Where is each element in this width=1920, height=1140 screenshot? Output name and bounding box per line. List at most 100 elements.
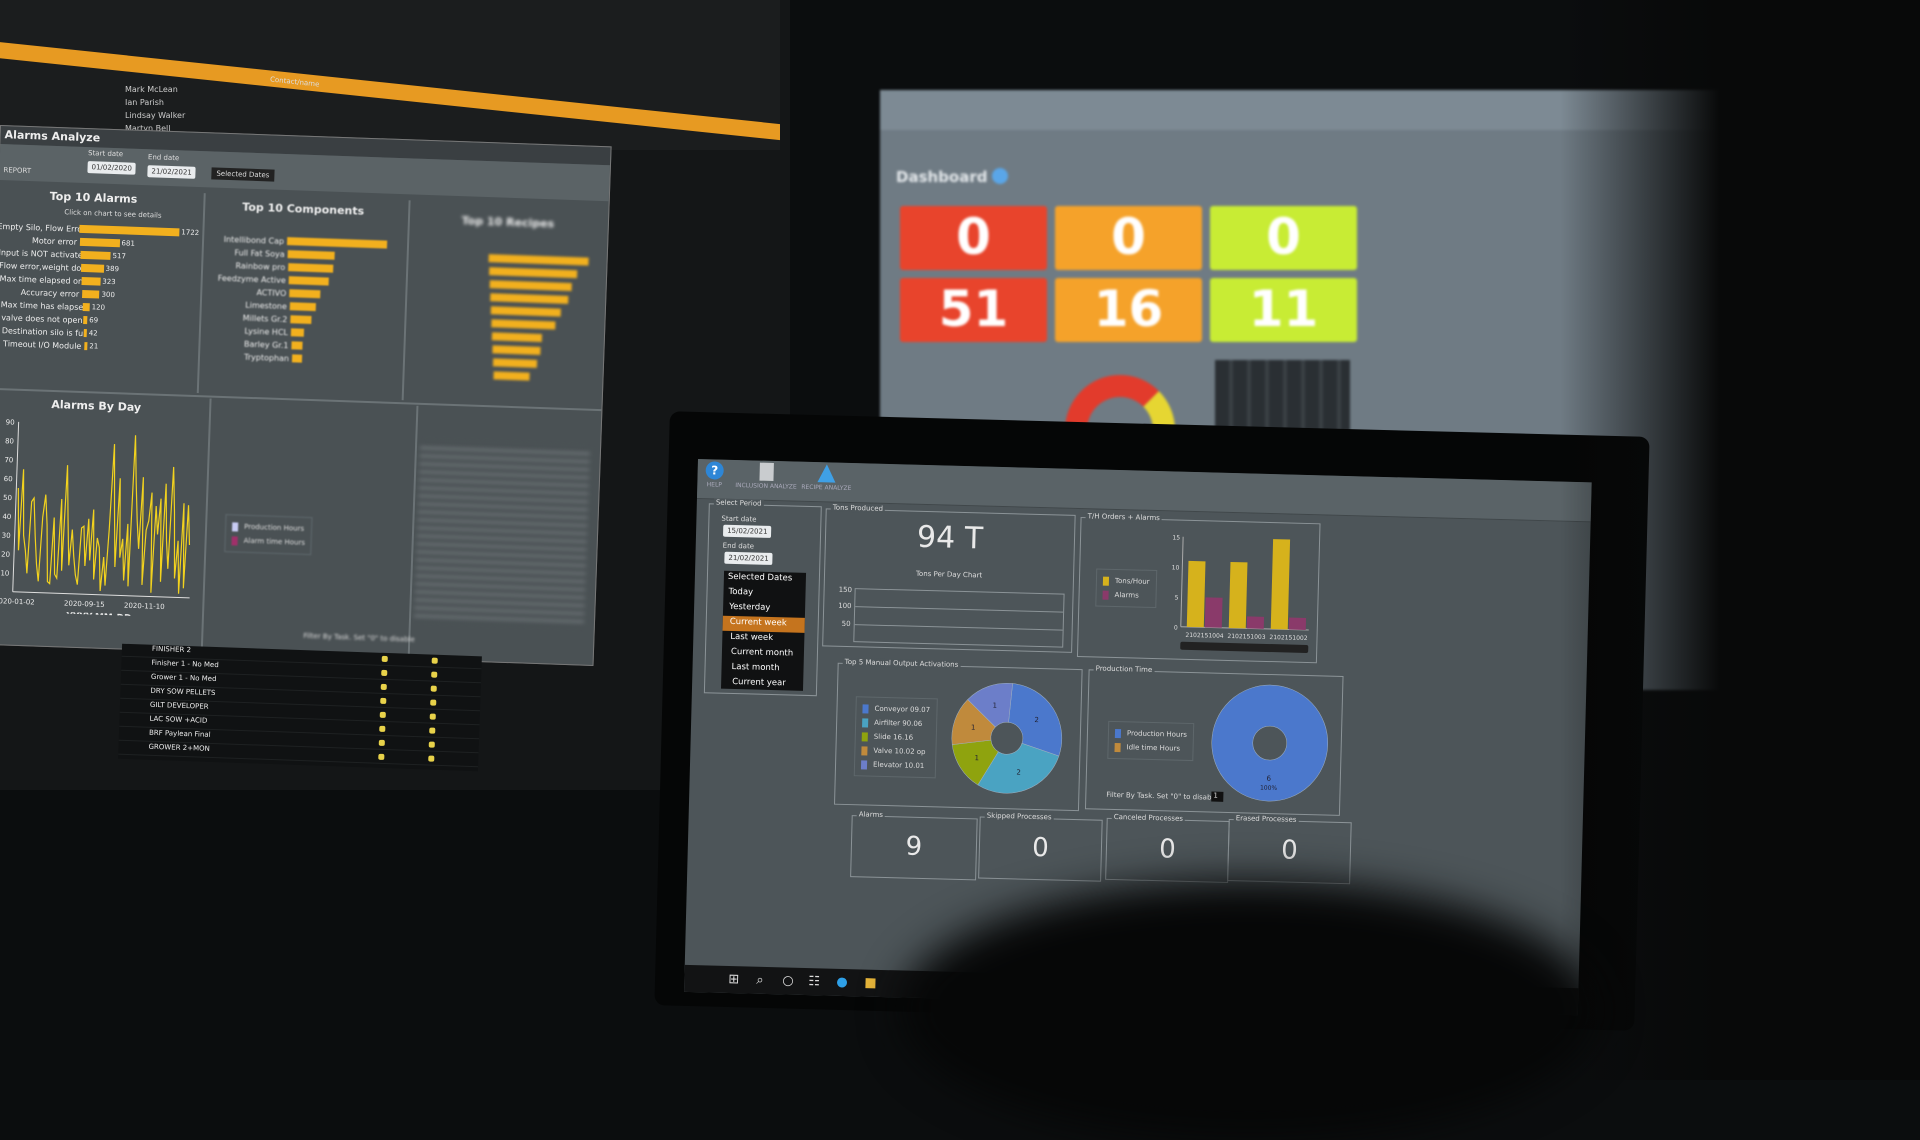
period-list[interactable]: Selected Dates Today Yesterday Current week… xyxy=(720,570,807,691)
bar-row[interactable]: Tryptophan xyxy=(210,350,303,363)
help-button[interactable]: ? HELP xyxy=(705,461,724,489)
start-icon[interactable]: ⊞ xyxy=(728,971,740,988)
bar-row[interactable]: Lysine HCL xyxy=(209,324,305,337)
bar-row[interactable] xyxy=(410,328,543,343)
donut-slice[interactable] xyxy=(977,742,1060,794)
top-recipes-chart[interactable] xyxy=(402,250,607,407)
bar[interactable] xyxy=(79,224,180,237)
period-option[interactable]: Current year xyxy=(732,676,786,689)
bar[interactable] xyxy=(492,345,541,355)
bar[interactable] xyxy=(488,254,589,266)
task-view-icon[interactable]: ☷ xyxy=(808,974,821,990)
bar[interactable] xyxy=(490,293,569,304)
date-selector[interactable]: Selected Dates xyxy=(211,167,275,182)
bar-row[interactable]: ACTIVO xyxy=(207,285,321,299)
kpi-tile[interactable]: 16 xyxy=(1055,278,1202,342)
report-button[interactable]: REPORT xyxy=(3,166,32,176)
series-line[interactable] xyxy=(15,431,193,594)
bar[interactable] xyxy=(1246,616,1265,629)
bar-row[interactable]: valve does not open 69 xyxy=(1,312,98,325)
bar[interactable] xyxy=(84,342,88,351)
end-date-input[interactable]: 21/02/2021 xyxy=(147,165,197,179)
bar-row[interactable]: Barley Gr.1 xyxy=(209,337,303,350)
bar[interactable] xyxy=(80,263,104,273)
bar[interactable] xyxy=(81,276,101,286)
bar-row[interactable]: Max time has elapsed,chec 120 xyxy=(1,299,106,313)
bar-row[interactable] xyxy=(411,354,538,368)
kpi-tile[interactable]: 0 xyxy=(900,206,1047,270)
bar[interactable] xyxy=(489,280,572,292)
bar[interactable] xyxy=(79,237,120,248)
bar-row[interactable]: Flow error,weight does no 389 xyxy=(0,260,119,274)
filter-input[interactable]: 1 xyxy=(1211,791,1224,802)
donut-slice[interactable] xyxy=(1210,684,1329,803)
bar[interactable] xyxy=(83,316,88,325)
bar-row[interactable]: Feedzyme Active xyxy=(207,272,329,286)
start-date-input[interactable]: 15/02/2021 xyxy=(722,524,772,538)
bar[interactable] xyxy=(491,332,543,343)
bar[interactable] xyxy=(291,341,303,350)
bar[interactable] xyxy=(82,302,90,312)
edge-icon[interactable]: ● xyxy=(836,974,848,991)
start-date-input[interactable]: 01/02/2020 xyxy=(87,161,137,175)
bar-row[interactable]: Input is NOT activated 517 xyxy=(0,247,126,261)
bar-row[interactable]: Timeout I/O Module 21 xyxy=(2,338,98,351)
bar[interactable] xyxy=(1228,561,1248,629)
kpi-tile[interactable]: 0 xyxy=(1055,206,1202,270)
bar-row[interactable]: Full Fat Soya xyxy=(206,246,335,260)
bar[interactable] xyxy=(291,354,303,363)
search-icon[interactable]: ⌕ xyxy=(756,972,764,988)
inclusion-analyze-button[interactable]: INCLUSION ANALYZE xyxy=(735,462,797,491)
bar[interactable] xyxy=(1288,617,1307,630)
th-bar-chart[interactable]: 0 5 10 15 2102151004 2102151003 2102151002 xyxy=(1158,526,1316,660)
kpi-tile[interactable]: 51 xyxy=(900,278,1047,342)
kpi-tile[interactable]: 11 xyxy=(1210,278,1357,342)
bar-row[interactable]: Motor error 681 xyxy=(0,234,135,249)
bar[interactable] xyxy=(1204,597,1223,628)
bar[interactable] xyxy=(288,263,334,273)
bar[interactable] xyxy=(288,276,329,286)
scrollbar[interactable] xyxy=(1180,641,1309,653)
cortana-icon[interactable]: ○ xyxy=(782,973,794,989)
bar[interactable] xyxy=(290,328,305,337)
alarms-by-day-chart[interactable]: 10 20 30 40 50 60 70 80 90 2020-01-02 2020-09-15 20… xyxy=(0,411,206,618)
bar-row[interactable]: Millets Gr.2 xyxy=(208,311,312,325)
bar[interactable] xyxy=(286,237,388,249)
bar-row[interactable]: Limestone xyxy=(208,298,316,312)
bar[interactable] xyxy=(491,319,556,330)
bar[interactable] xyxy=(80,250,111,260)
tons-per-day-chart[interactable] xyxy=(853,588,1065,648)
top5-donut-chart[interactable]: 2 2 1 1 1 xyxy=(940,674,1073,807)
donut-slice[interactable] xyxy=(967,682,1013,728)
bar-row[interactable]: Rainbow pro xyxy=(206,259,334,273)
bar[interactable] xyxy=(1270,539,1291,630)
bar[interactable] xyxy=(290,315,312,324)
donut-slice[interactable] xyxy=(1008,683,1064,757)
bar-row[interactable] xyxy=(410,341,541,356)
bar[interactable] xyxy=(289,289,321,299)
user-row[interactable]: Mark McLean xyxy=(125,85,178,94)
bar-row[interactable] xyxy=(411,368,530,382)
user-row[interactable]: Lindsay Walker xyxy=(125,111,186,120)
bar-row[interactable]: Max time elapsed on lowle 323 xyxy=(0,273,116,287)
folder-icon[interactable]: ■ xyxy=(864,975,877,991)
bar[interactable] xyxy=(489,267,578,279)
bar[interactable] xyxy=(490,306,561,317)
bar[interactable] xyxy=(82,289,100,299)
recipe-analyze-button[interactable]: RECIPE ANALYZE xyxy=(801,464,852,492)
top-alarms-chart[interactable]: Empty Silo, Flow Error 1722 Motor error 681… xyxy=(0,221,199,388)
bar-row[interactable]: Accuracy error 300 xyxy=(0,286,115,300)
bar-row[interactable]: Destination silo is full 42 xyxy=(2,325,98,338)
kpi-tile[interactable]: 0 xyxy=(1210,206,1357,270)
bar[interactable] xyxy=(287,250,335,260)
info-icon[interactable] xyxy=(992,168,1008,184)
top-components-chart[interactable]: Intellibond Cap Full Fat Soya Rainbow pro F… xyxy=(200,233,405,400)
bar[interactable] xyxy=(289,302,316,312)
bar[interactable] xyxy=(493,371,530,381)
user-row[interactable]: Ian Parish xyxy=(125,98,164,107)
bar[interactable] xyxy=(492,358,538,368)
end-date-input[interactable]: 21/02/2021 xyxy=(724,551,773,565)
production-time-donut[interactable]: 6 100% xyxy=(1206,679,1334,812)
bar[interactable] xyxy=(1186,560,1206,628)
bar[interactable] xyxy=(83,329,87,338)
